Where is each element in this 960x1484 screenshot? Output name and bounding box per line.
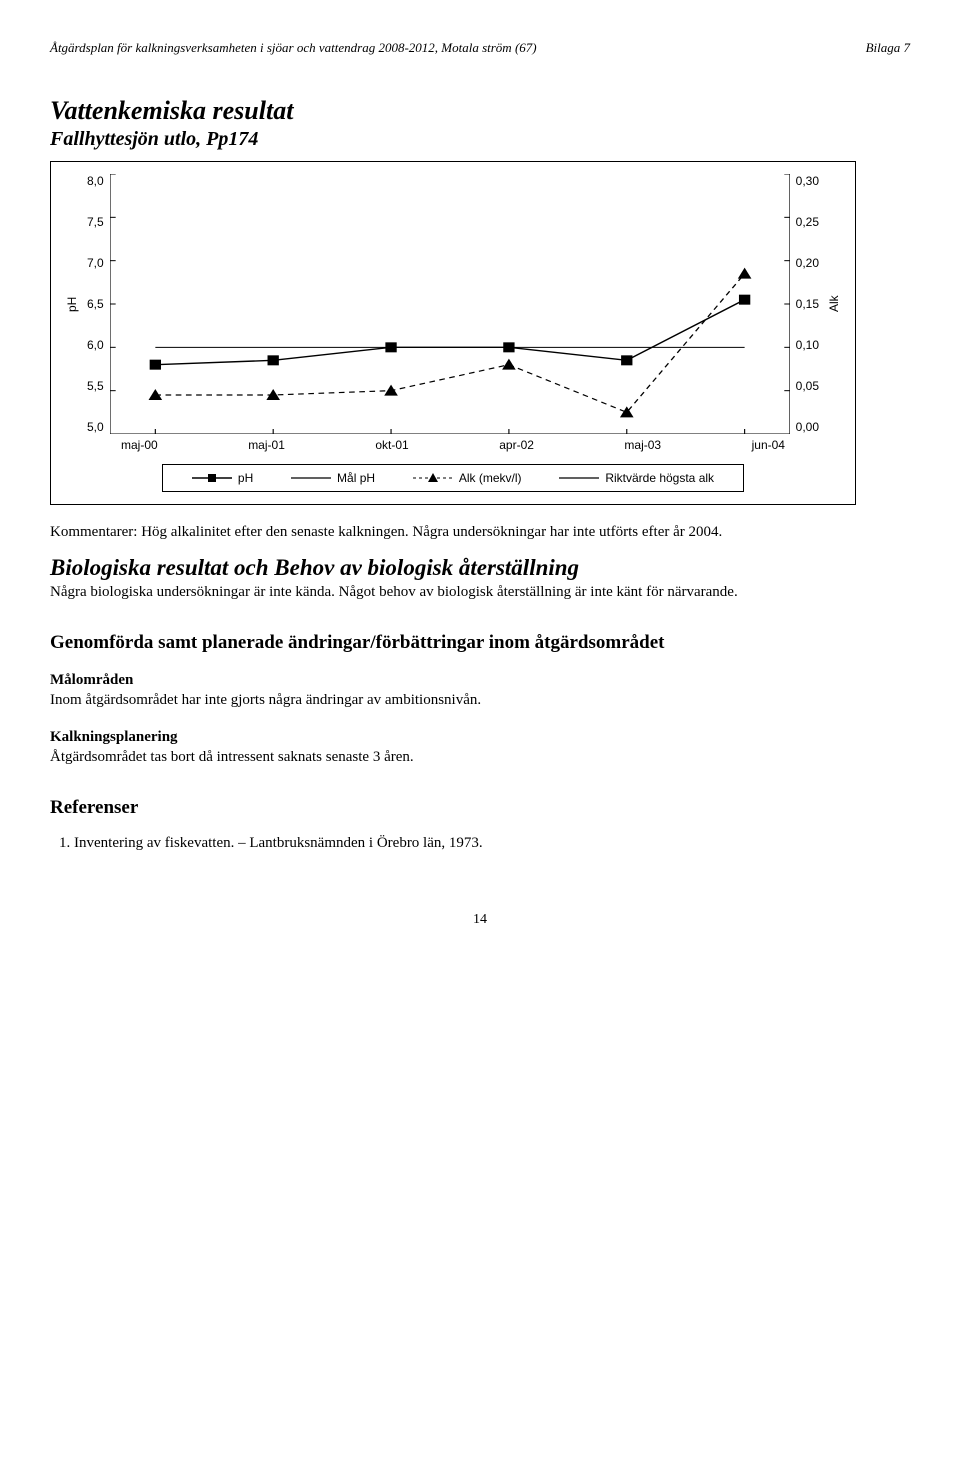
chart-container: pH 8,0 7,5 7,0 6,5 6,0 5,5 5,0 0,30 0,25… [50,161,856,505]
y-right-ticks: 0,30 0,25 0,20 0,15 0,10 0,05 0,00 [790,174,825,434]
sub2-title: Kalkningsplanering [50,729,910,746]
xtick: jun-04 [752,438,785,452]
ytick: 7,0 [87,256,104,270]
ytick: 0,15 [796,297,819,311]
page-number: 14 [50,912,910,928]
x-axis: maj-00 maj-01 okt-01 apr-02 maj-03 jun-0… [121,438,785,452]
sub1-title: Målområden [50,672,910,689]
square-marker-icon [192,471,232,485]
xtick: maj-00 [121,438,158,452]
xtick: maj-03 [624,438,661,452]
ytick: 0,30 [796,174,819,188]
ytick: 0,10 [796,338,819,352]
legend-alk: Alk (mekv/l) [413,471,522,485]
comment-text: Kommentarer: Hög alkalinitet efter den s… [50,523,910,543]
ytick: 0,20 [796,256,819,270]
y-right-label: Alk [825,174,843,434]
y-left-label: pH [63,174,81,434]
plot-area [110,174,790,434]
legend-label: Riktvärde högsta alk [605,471,714,485]
legend-ph: pH [192,471,253,485]
section1-subtitle: Fallhyttesjön utlo, Pp174 [50,128,910,151]
legend-riktvarde: Riktvärde högsta alk [559,471,714,485]
sub1-body: Inom åtgärdsområdet har inte gjorts någr… [50,691,910,711]
ytick: 7,5 [87,215,104,229]
header-left: Åtgärdsplan för kalkningsverksamheten i … [50,40,537,56]
legend-label: pH [238,471,253,485]
xtick: okt-01 [375,438,408,452]
xtick: maj-01 [248,438,285,452]
ref-item: Inventering av fiskevatten. – Lantbruksn… [74,835,910,852]
legend-malph: Mål pH [291,471,375,485]
y-left-ticks: 8,0 7,5 7,0 6,5 6,0 5,5 5,0 [81,174,110,434]
section2-body: Några biologiska undersökningar är inte … [50,583,910,603]
ytick: 5,5 [87,379,104,393]
line-icon [291,471,331,485]
ytick: 8,0 [87,174,104,188]
section1-title: Vattenkemiska resultat [50,96,910,126]
legend-label: Mål pH [337,471,375,485]
ytick: 0,25 [796,215,819,229]
line-icon [559,471,599,485]
refs-title: Referenser [50,797,910,819]
refs-list: Inventering av fiskevatten. – Lantbruksn… [50,835,910,852]
header-right: Bilaga 7 [866,40,910,56]
section2-title: Biologiska resultat och Behov av biologi… [50,555,910,581]
chart-legend: pH Mål pH Alk (mekv/l) Riktvärde högsta … [162,464,744,492]
xtick: apr-02 [499,438,534,452]
ytick: 5,0 [87,420,104,434]
ytick: 6,0 [87,338,104,352]
sub2-body: Åtgärdsområdet tas bort då intressent sa… [50,748,910,768]
ytick: 6,5 [87,297,104,311]
legend-label: Alk (mekv/l) [459,471,522,485]
section3-title: Genomförda samt planerade ändringar/förb… [50,632,910,654]
ytick: 0,05 [796,379,819,393]
ytick: 0,00 [796,420,819,434]
triangle-marker-icon [413,471,453,485]
page-header: Åtgärdsplan för kalkningsverksamheten i … [50,40,910,56]
